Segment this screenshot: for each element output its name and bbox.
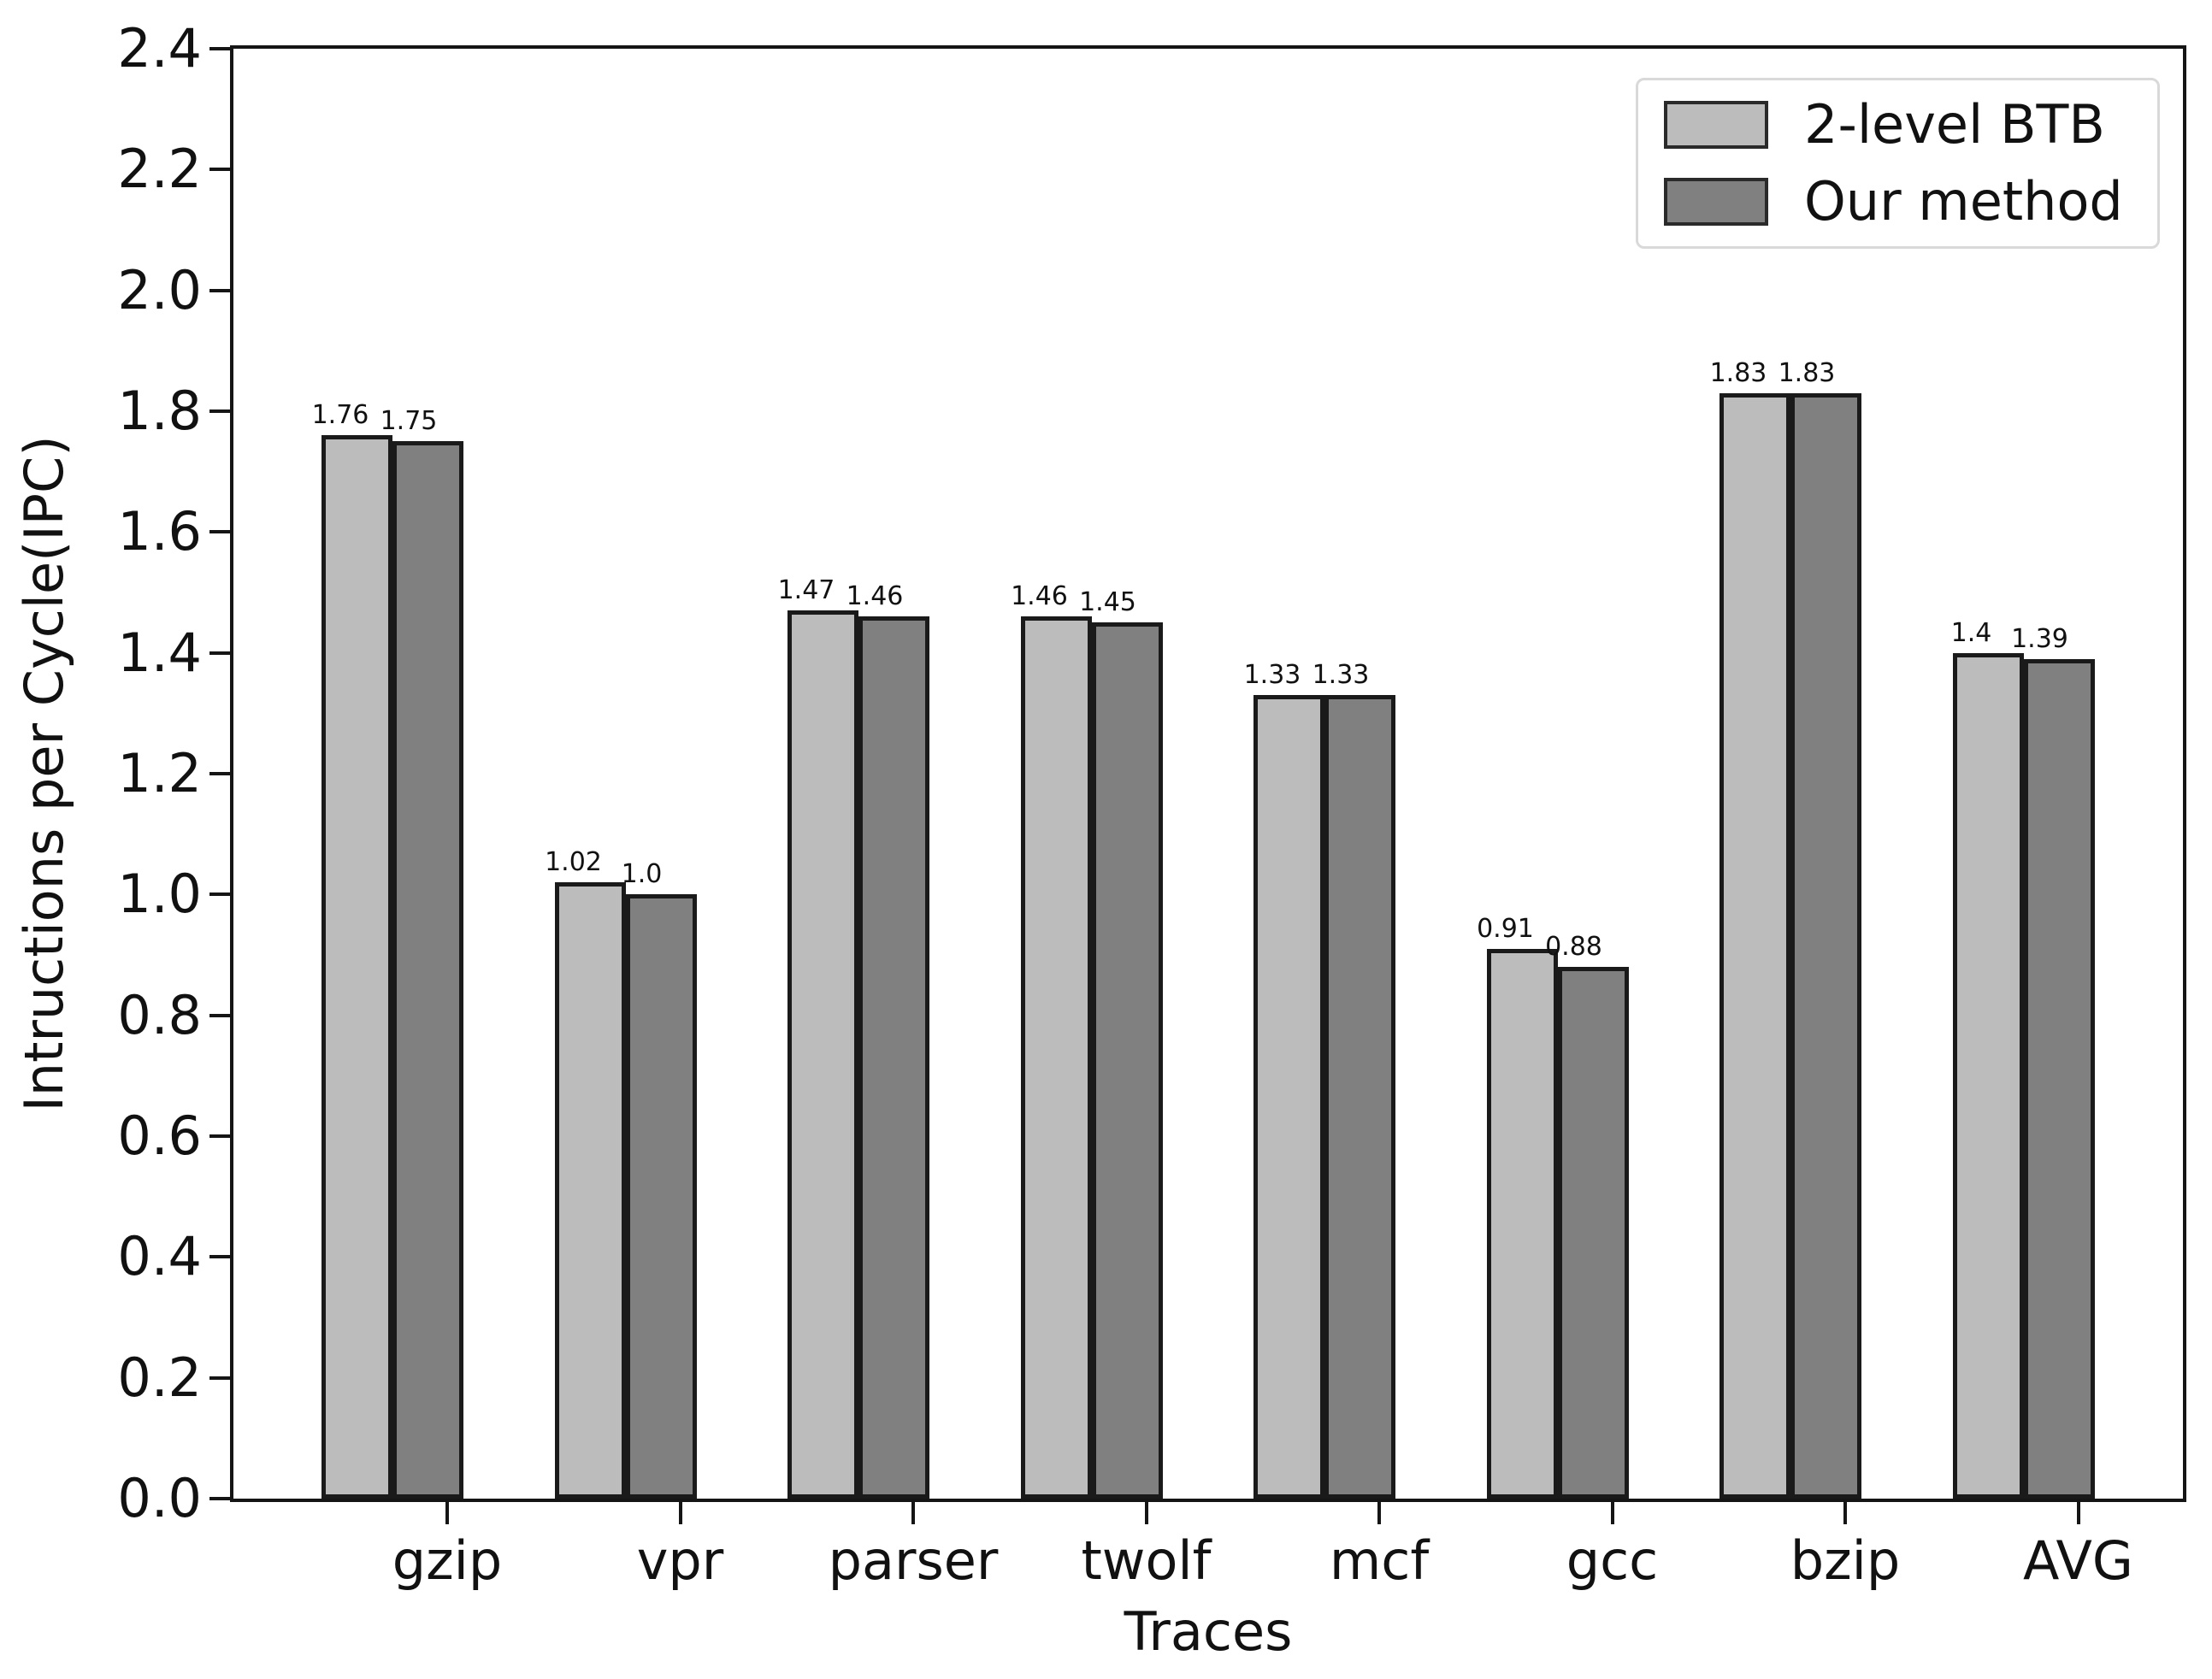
y-tick-2-4 <box>209 47 232 50</box>
y-tick-0-4 <box>209 1255 232 1259</box>
y-tick-2-0 <box>209 288 232 292</box>
y-tick-label-1-0: 1.0 <box>117 863 202 926</box>
y-tick-0-0 <box>209 1497 232 1500</box>
bar-our-method-mcf <box>1324 695 1395 1499</box>
x-tick-vpr <box>678 1502 682 1524</box>
bar-our-method-avg <box>2023 658 2095 1499</box>
value-label-our-method-mcf: 1.33 <box>1312 660 1370 691</box>
y-tick-1-2 <box>209 772 232 775</box>
value-label-our-method-twolf: 1.45 <box>1079 587 1136 618</box>
y-tick-0-2 <box>209 1376 232 1380</box>
x-tick-label-gcc: gcc <box>1566 1529 1659 1592</box>
bar-2-level-btb-vpr <box>554 882 626 1499</box>
value-label-our-method-bzip: 1.83 <box>1778 357 1836 388</box>
x-tick-label-parser: parser <box>828 1529 999 1592</box>
y-tick-1-4 <box>209 651 232 655</box>
value-label-2-level-btb-gcc: 0.91 <box>1477 913 1534 944</box>
y-tick-1-8 <box>209 409 232 413</box>
legend-item-series-2: Our method <box>1664 175 2157 228</box>
bar-our-method-bzip <box>1790 392 1861 1499</box>
x-tick-label-bzip: bzip <box>1790 1529 1901 1592</box>
y-tick-1-0 <box>209 893 232 897</box>
x-tick-mcf <box>1377 1502 1381 1524</box>
bar-2-level-btb-mcf <box>1253 695 1324 1499</box>
value-label-our-method-vpr: 1.0 <box>621 859 663 890</box>
bar-2-level-btb-twolf <box>1020 616 1092 1499</box>
x-tick-avg <box>2076 1502 2080 1524</box>
x-tick-label-avg: AVG <box>2023 1529 2133 1592</box>
value-label-2-level-btb-parser: 1.47 <box>777 575 835 606</box>
bar-2-level-btb-gcc <box>1486 948 1558 1499</box>
y-tick-0-8 <box>209 1013 232 1017</box>
value-label-our-method-gcc: 0.88 <box>1545 932 1602 963</box>
y-tick-label-1-4: 1.4 <box>117 621 202 684</box>
y-tick-label-0-2: 0.2 <box>117 1346 202 1409</box>
y-tick-label-1-6: 1.6 <box>117 500 202 563</box>
y-tick-label-0-0: 0.0 <box>117 1467 202 1529</box>
bar-2-level-btb-parser <box>787 610 858 1499</box>
bar-2-level-btb-bzip <box>1719 392 1790 1499</box>
value-label-2-level-btb-bzip: 1.83 <box>1709 357 1767 388</box>
legend-label-our-method: Our method <box>1804 170 2123 233</box>
y-tick-label-1-2: 1.2 <box>117 742 202 804</box>
x-tick-twolf <box>1144 1502 1148 1524</box>
legend-item-series-1: 2-level BTB <box>1664 98 2157 151</box>
legend-swatch-2-level-btb <box>1664 101 1768 149</box>
legend-swatch-our-method <box>1664 178 1768 226</box>
y-tick-label-1-8: 1.8 <box>117 380 202 442</box>
x-axis-label: Traces <box>1124 1600 1293 1663</box>
value-label-2-level-btb-gzip: 1.76 <box>311 400 369 431</box>
x-tick-parser <box>911 1502 915 1524</box>
x-tick-bzip <box>1843 1502 1847 1524</box>
bar-our-method-vpr <box>625 894 697 1499</box>
value-label-our-method-parser: 1.46 <box>846 581 904 612</box>
value-label-2-level-btb-vpr: 1.02 <box>545 847 602 878</box>
x-tick-label-mcf: mcf <box>1329 1529 1430 1592</box>
y-tick-0-6 <box>209 1134 232 1138</box>
bar-2-level-btb-gzip <box>321 435 392 1499</box>
value-label-our-method-gzip: 1.75 <box>380 406 438 437</box>
x-tick-gzip <box>445 1502 449 1524</box>
x-tick-label-twolf: twolf <box>1081 1529 1212 1592</box>
y-tick-label-2-0: 2.0 <box>117 258 202 321</box>
y-tick-label-0-8: 0.8 <box>117 983 202 1046</box>
bar-our-method-parser <box>858 616 929 1499</box>
bar-our-method-gcc <box>1557 967 1629 1499</box>
bars-layer: 1.76 1.75 1.02 1.0 1.47 1.46 1.46 1.45 1.33 1.33 0… <box>233 49 2183 1499</box>
value-label-2-level-btb-mcf: 1.33 <box>1243 660 1301 691</box>
bar-2-level-btb-avg <box>1952 652 2024 1499</box>
bar-our-method-twolf <box>1091 622 1163 1499</box>
legend-label-2-level-btb: 2-level BTB <box>1804 93 2105 156</box>
value-label-our-method-avg: 1.39 <box>2011 623 2068 654</box>
bar-our-method-gzip <box>392 441 463 1499</box>
y-tick-1-6 <box>209 530 232 534</box>
x-tick-label-gzip: gzip <box>392 1529 503 1592</box>
x-tick-gcc <box>1610 1502 1614 1524</box>
y-tick-2-2 <box>209 168 232 172</box>
y-tick-label-2-2: 2.2 <box>117 138 202 201</box>
y-tick-label-0-6: 0.6 <box>117 1105 202 1167</box>
value-label-2-level-btb-twolf: 1.46 <box>1011 581 1068 612</box>
y-tick-label-2-4: 2.4 <box>117 17 202 80</box>
x-tick-label-vpr: vpr <box>636 1529 724 1592</box>
legend: 2-level BTB Our method <box>1636 78 2160 249</box>
value-label-2-level-btb-avg: 1.4 <box>1950 617 1992 648</box>
y-tick-label-0-4: 0.4 <box>117 1225 202 1288</box>
